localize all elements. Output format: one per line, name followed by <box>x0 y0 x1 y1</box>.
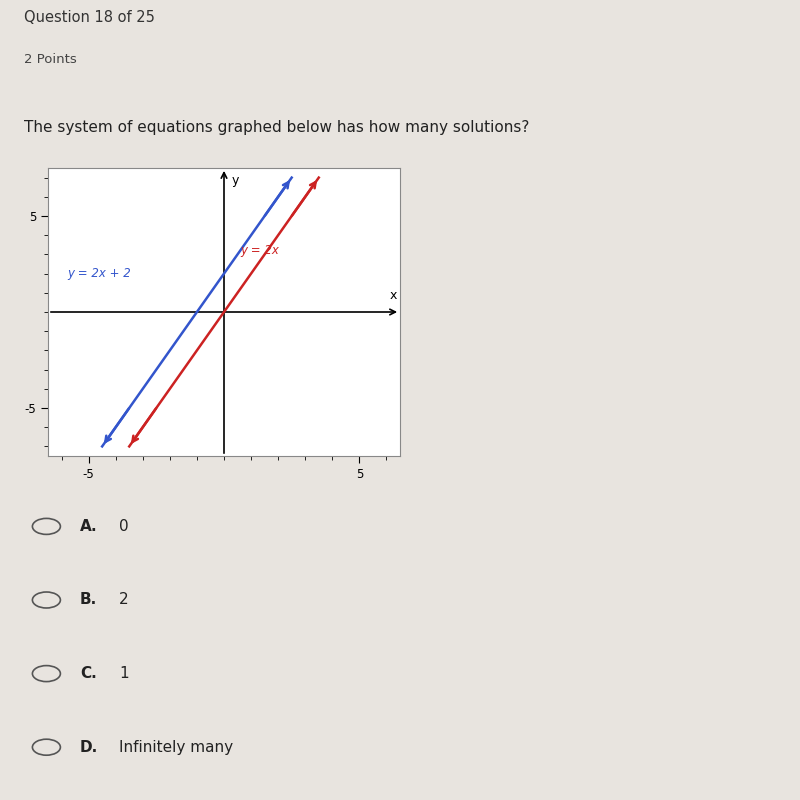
Text: The system of equations graphed below has how many solutions?: The system of equations graphed below ha… <box>24 120 530 135</box>
Text: 2 Points: 2 Points <box>24 53 77 66</box>
Text: y: y <box>232 174 239 186</box>
Text: y = 2x: y = 2x <box>240 244 279 257</box>
Text: C.: C. <box>80 666 97 681</box>
Text: y = 2x + 2: y = 2x + 2 <box>67 267 130 280</box>
Text: 1: 1 <box>119 666 129 681</box>
Text: Infinitely many: Infinitely many <box>119 740 234 754</box>
Text: 2: 2 <box>119 593 129 607</box>
Text: D.: D. <box>80 740 98 754</box>
Text: A.: A. <box>80 519 98 534</box>
Text: B.: B. <box>80 593 98 607</box>
Text: 0: 0 <box>119 519 129 534</box>
Text: Question 18 of 25: Question 18 of 25 <box>24 10 155 25</box>
Text: x: x <box>390 290 398 302</box>
